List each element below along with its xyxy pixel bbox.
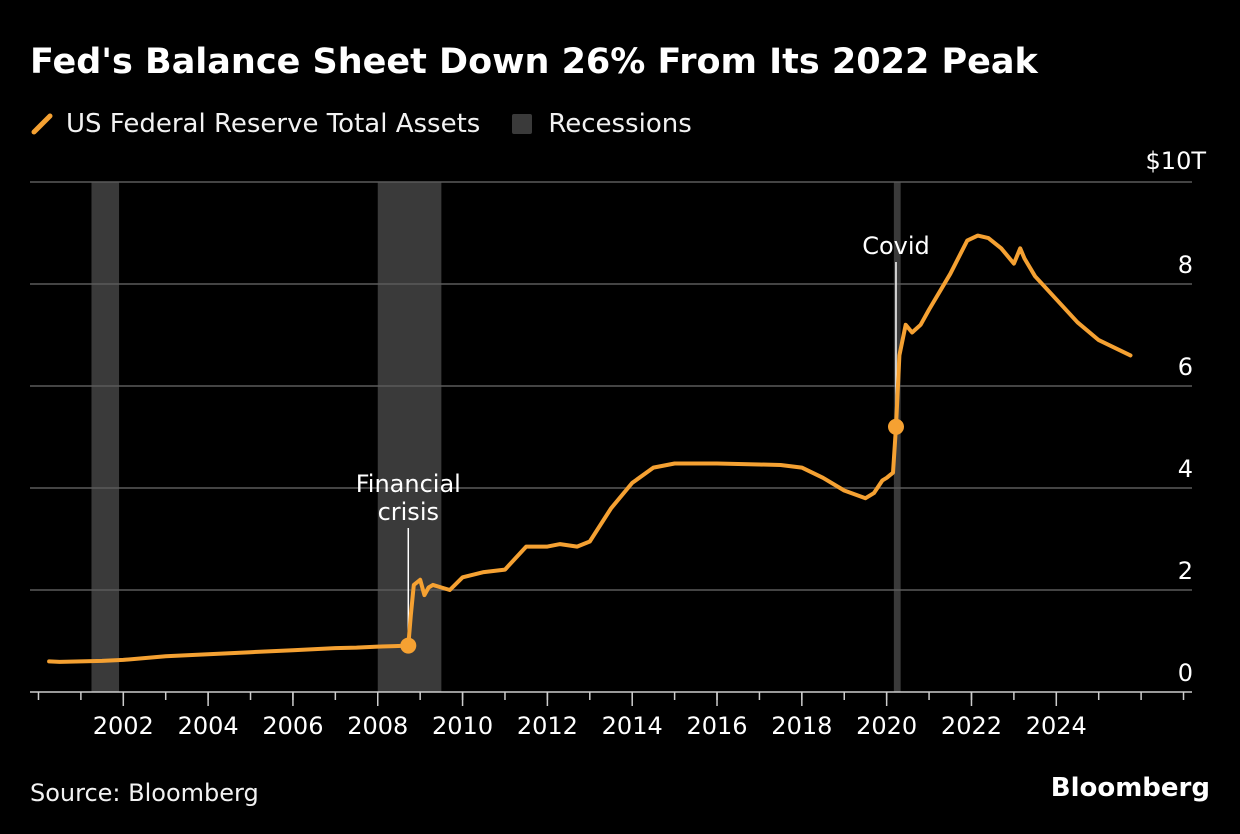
- x-tick-label: 2012: [517, 712, 578, 740]
- brand-logo: Bloomberg: [1050, 773, 1210, 803]
- annotation-label: crisis: [378, 498, 439, 526]
- x-tick-label: 2002: [93, 712, 154, 740]
- legend-item-recessions: Recessions: [512, 109, 692, 139]
- x-tick-label: 2020: [856, 712, 917, 740]
- annotation-label: Financial: [356, 470, 461, 498]
- chart-title: Fed's Balance Sheet Down 26% From Its 20…: [30, 42, 1038, 82]
- y-tick-label: 8: [1178, 251, 1193, 279]
- y-tick-label: 0: [1178, 659, 1193, 687]
- recession-swatch-icon: [512, 114, 533, 134]
- source-note: Source: Bloomberg: [30, 779, 259, 807]
- y-unit-label: $10T: [1146, 147, 1207, 175]
- legend-item-series: US Federal Reserve Total Assets: [30, 109, 480, 139]
- x-tick-label: 2018: [771, 712, 832, 740]
- y-tick-label: 2: [1178, 557, 1193, 585]
- x-tick-label: 2004: [178, 712, 239, 740]
- legend-series-label: US Federal Reserve Total Assets: [66, 109, 481, 139]
- x-tick-label: 2008: [347, 712, 408, 740]
- x-tick-label: 2010: [432, 712, 493, 740]
- series-line-icon: [31, 113, 53, 135]
- x-tick-label: 2006: [262, 712, 323, 740]
- series-marker-0: [400, 637, 417, 654]
- x-tick-label: 2024: [1026, 712, 1087, 740]
- recession-band-1: [377, 182, 442, 692]
- legend-recession-label: Recessions: [548, 109, 692, 139]
- annotation-label: Covid: [862, 232, 930, 260]
- x-tick-label: 2014: [602, 712, 663, 740]
- series-marker-1: [887, 418, 904, 435]
- series-line-0: [47, 233, 1133, 664]
- x-tick-label: 2022: [941, 712, 1002, 740]
- recession-band-0: [91, 182, 120, 692]
- y-tick-label: 6: [1178, 353, 1193, 381]
- x-tick-label: 2016: [686, 712, 747, 740]
- chart-legend: US Federal Reserve Total Assets Recessio…: [30, 106, 724, 142]
- y-tick-label: 4: [1178, 455, 1193, 483]
